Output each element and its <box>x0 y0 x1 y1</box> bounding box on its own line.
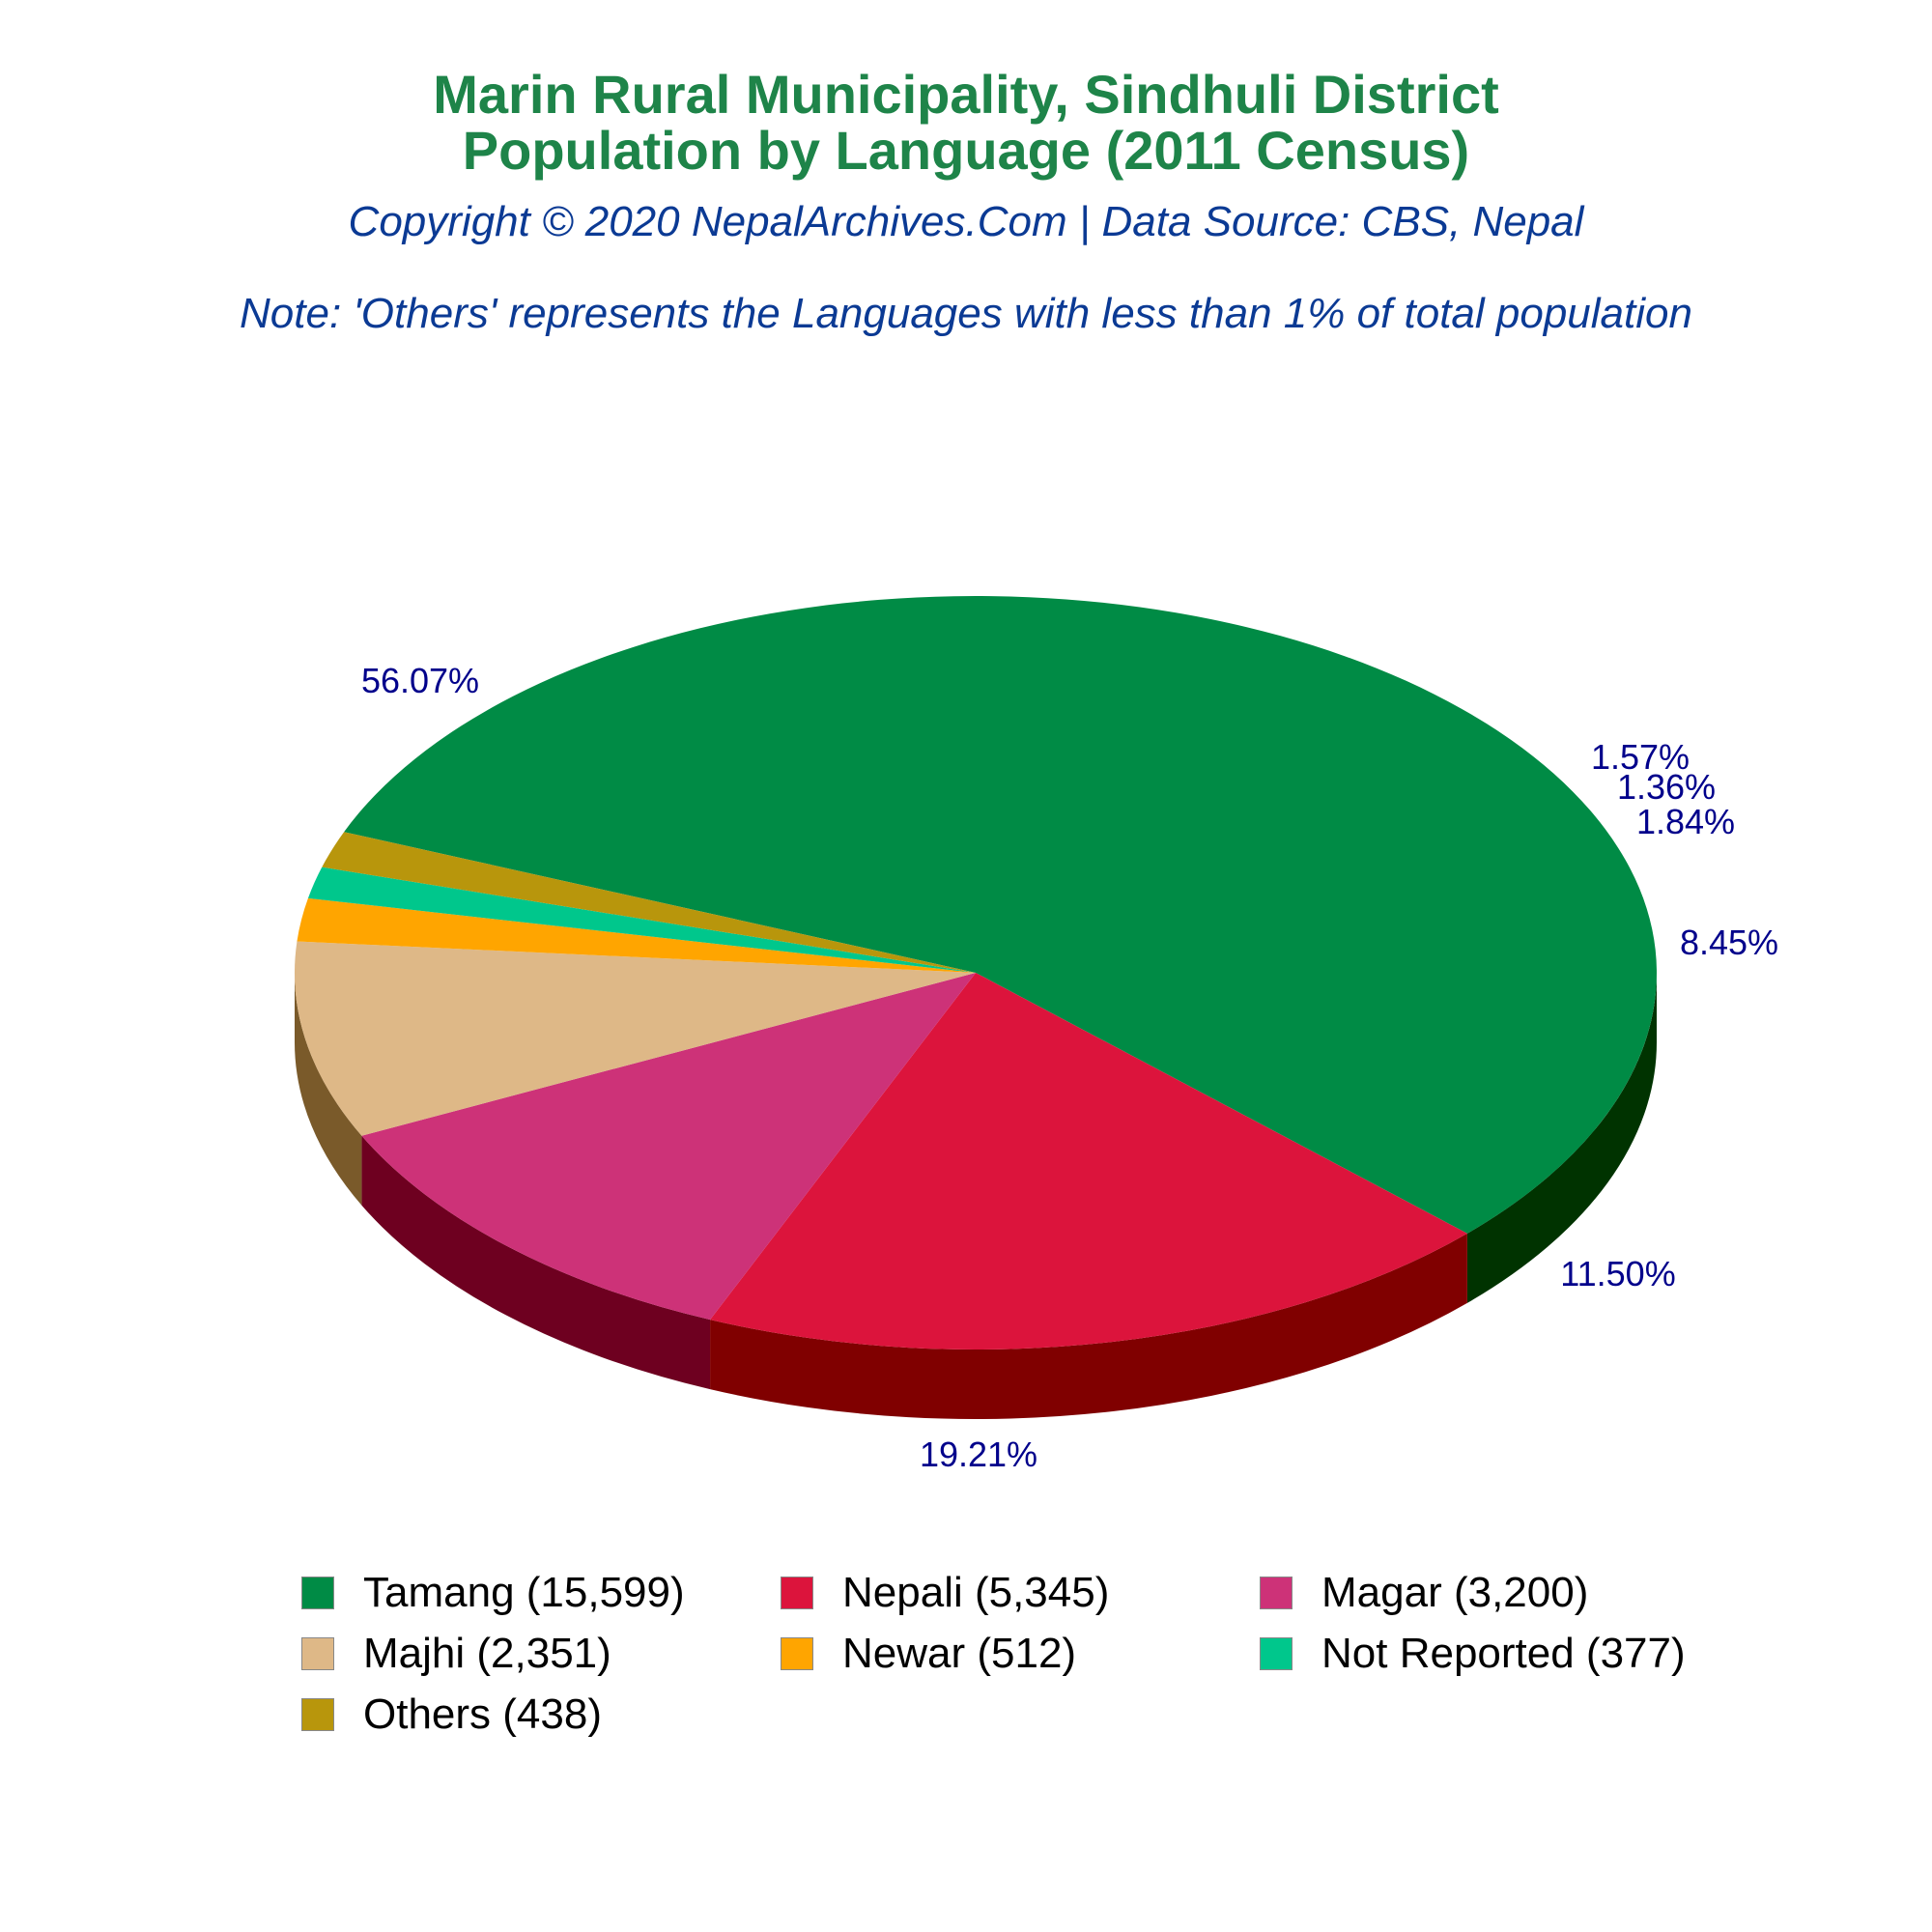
legend-swatch <box>781 1637 813 1670</box>
pie-label-nepali: 19.21% <box>920 1435 1037 1474</box>
pie-slice-majhi <box>295 941 976 1136</box>
pie-side-majhi <box>295 973 362 1206</box>
legend-swatch <box>301 1577 334 1609</box>
pie-slice-nepali <box>710 973 1467 1350</box>
pie-label-not-reported: 1.36% <box>1617 767 1716 807</box>
legend-label: Newar (512) <box>842 1630 1077 1677</box>
chart-title-line1: Marin Rural Municipality, Sindhuli Distr… <box>433 64 1499 125</box>
legend-label: Not Reported (377) <box>1321 1630 1686 1677</box>
legend-item-others: Others (438) <box>301 1689 781 1741</box>
legend-item-magar: Magar (3,200) <box>1260 1567 1739 1619</box>
legend-item-tamang: Tamang (15,599) <box>301 1567 781 1619</box>
pie-side-nepali <box>710 1233 1467 1419</box>
legend-label: Others (438) <box>363 1690 602 1738</box>
legend-swatch <box>301 1698 334 1731</box>
pie-side-magar <box>361 1135 711 1390</box>
legend-label: Tamang (15,599) <box>363 1569 685 1616</box>
legend-item-nepali: Nepali (5,345) <box>781 1567 1260 1619</box>
legend-item-newar: Newar (512) <box>781 1628 1260 1680</box>
legend-swatch <box>1260 1637 1293 1670</box>
chart-subtitle: Copyright © 2020 NepalArchives.Com | Dat… <box>348 198 1584 245</box>
legend-label: Majhi (2,351) <box>363 1630 611 1677</box>
chart-note: Note: 'Others' represents the Languages … <box>240 290 1692 337</box>
legend-item-majhi: Majhi (2,351) <box>301 1628 781 1680</box>
legend-label: Nepali (5,345) <box>842 1569 1110 1616</box>
legend-label: Magar (3,200) <box>1321 1569 1589 1616</box>
pie-slice-others <box>322 832 977 973</box>
legend-swatch <box>781 1577 813 1609</box>
pie-label-tamang: 56.07% <box>361 661 479 700</box>
legend-item-not-reported: Not Reported (377) <box>1260 1628 1739 1680</box>
pie-label-magar: 11.50% <box>1560 1254 1675 1293</box>
pie-slice-not-reported <box>307 867 976 973</box>
pie-label-newar: 1.84% <box>1636 802 1735 841</box>
chart-title-line2: Population by Language (2011 Census) <box>462 120 1470 181</box>
legend-swatch <box>1260 1577 1293 1609</box>
pie-label-others: 1.57% <box>1591 737 1690 777</box>
pie-side-tamang <box>1466 973 1657 1303</box>
pie-slice-tamang <box>344 596 1657 1234</box>
chart-legend: Tamang (15,599) Nepali (5,345) Magar (3,20… <box>301 1567 1750 1741</box>
pie-slice-magar <box>361 973 976 1321</box>
pie-label-majhi: 8.45% <box>1680 923 1778 962</box>
pie-slice-newar <box>297 897 976 973</box>
legend-swatch <box>301 1637 334 1670</box>
